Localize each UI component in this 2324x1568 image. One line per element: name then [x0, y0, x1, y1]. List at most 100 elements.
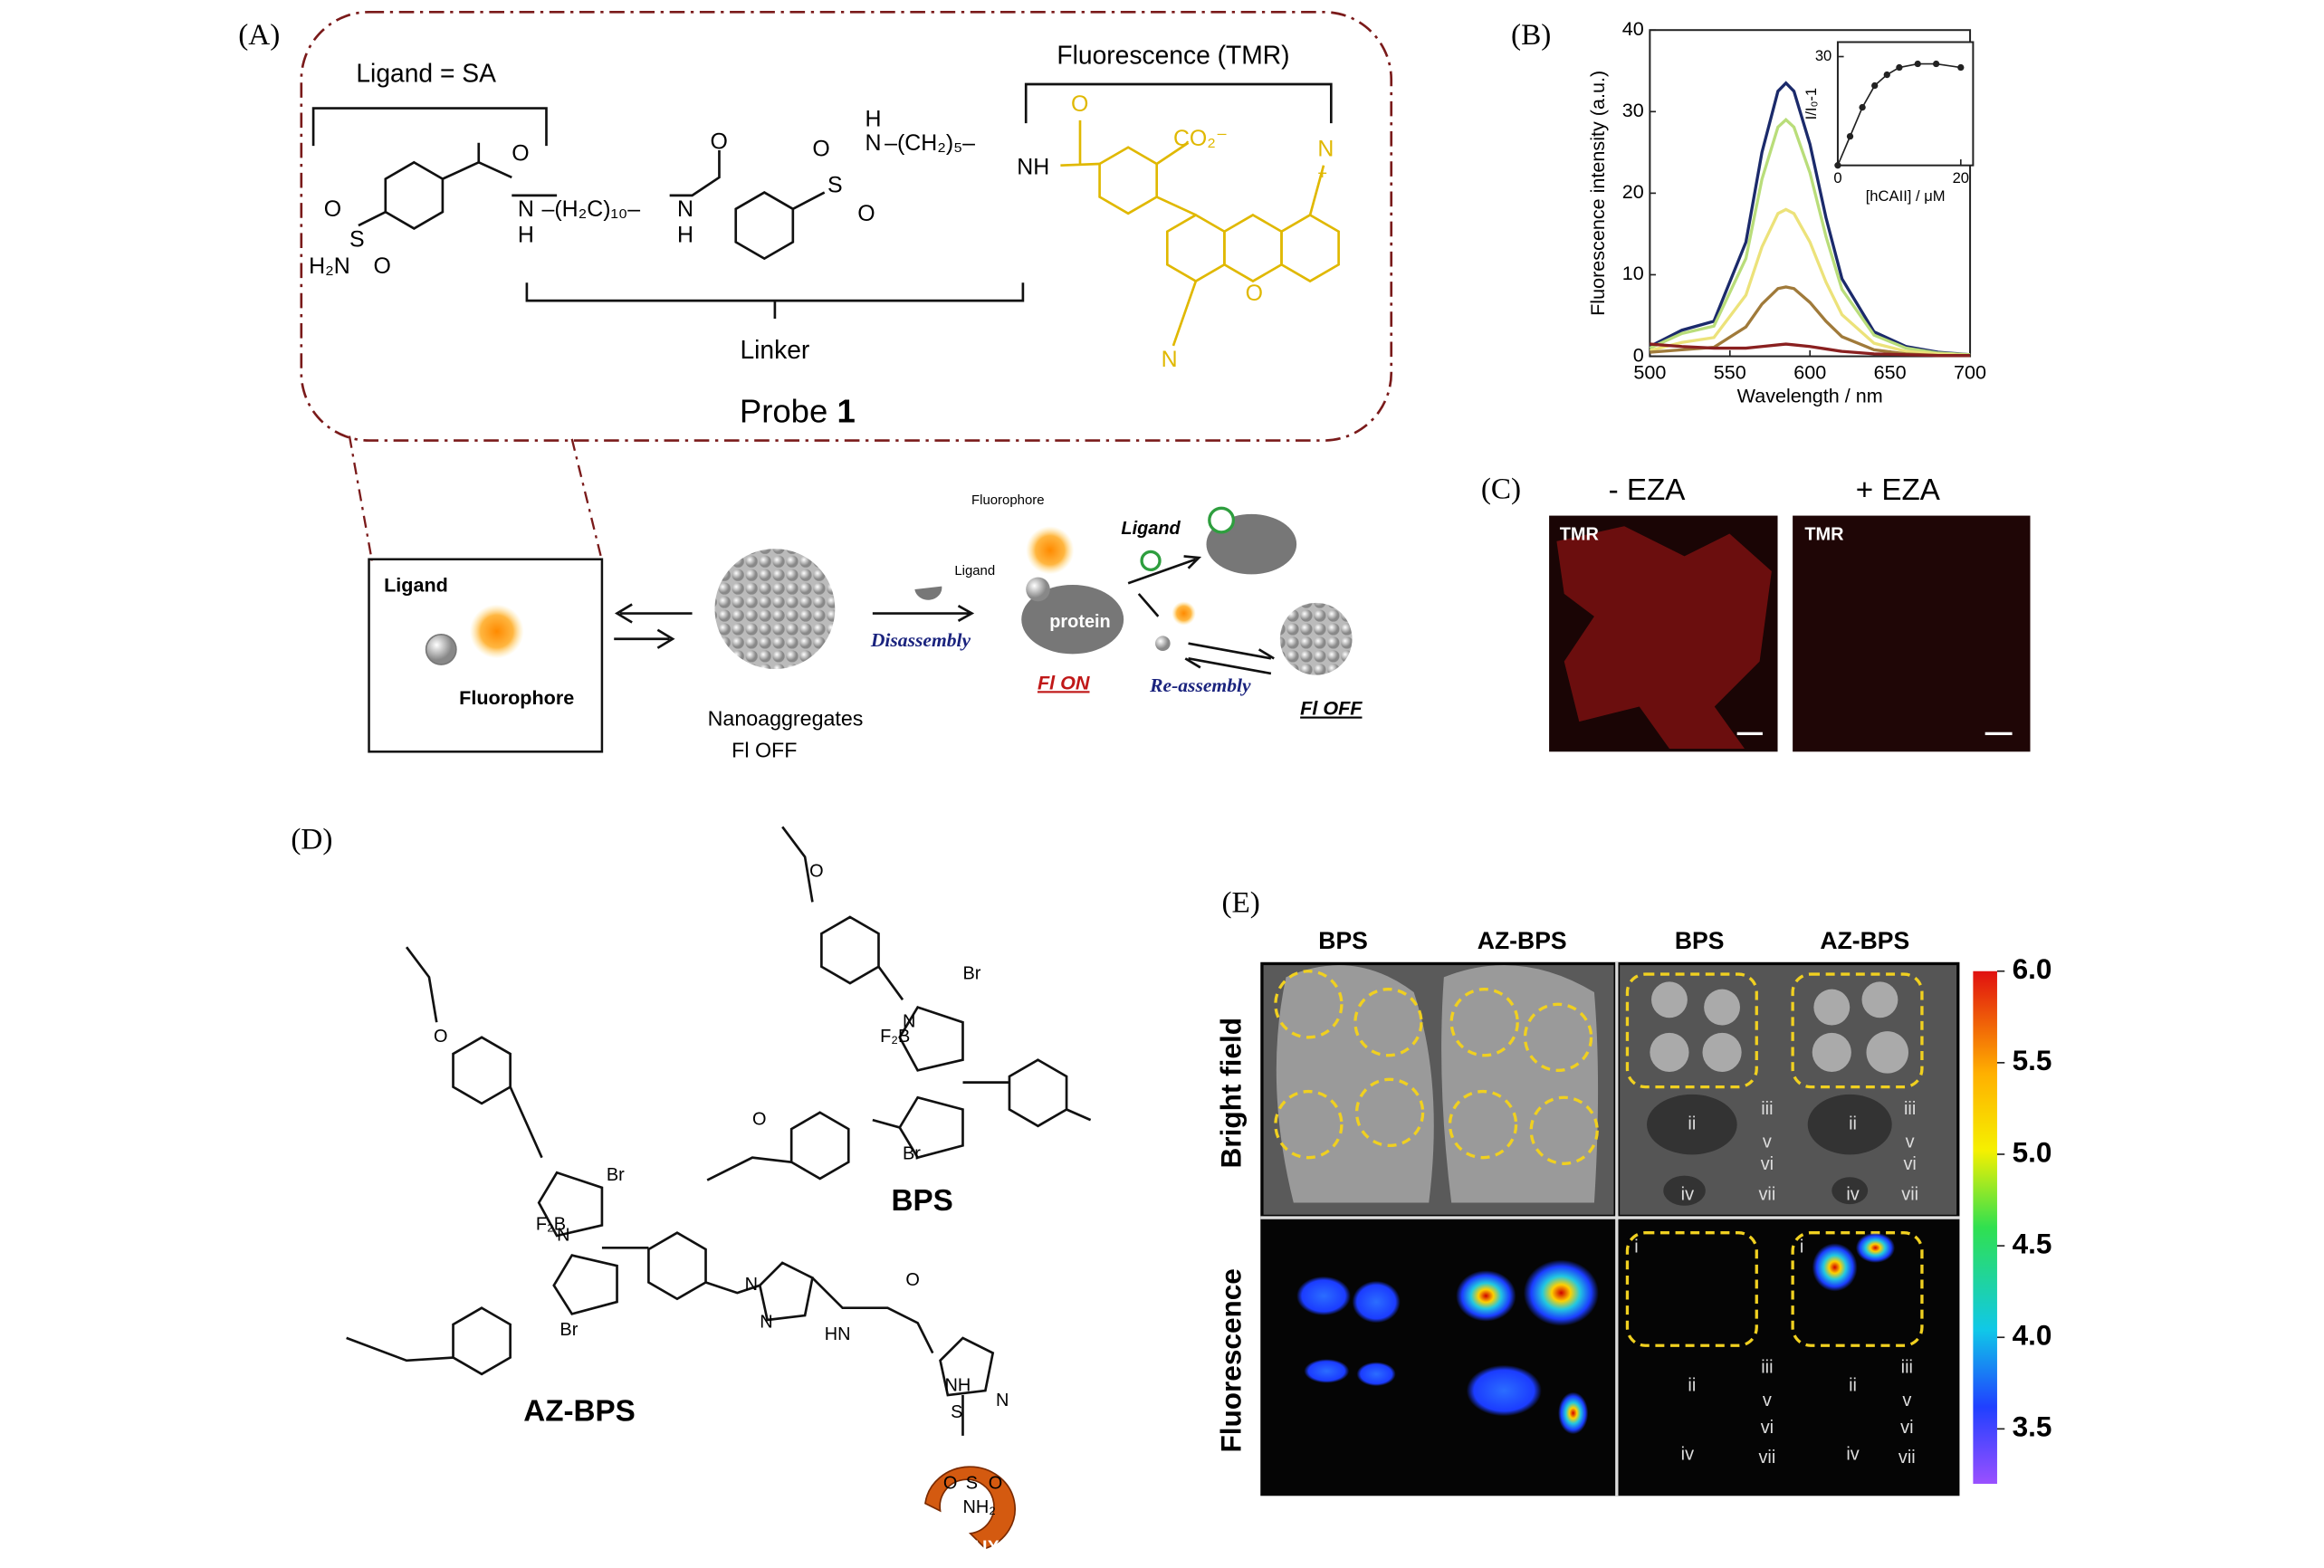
- y-tick-label: 30: [1815, 47, 1831, 64]
- zoom-line: [348, 435, 374, 561]
- linker-label: Linker: [740, 335, 809, 364]
- x-tick-label: 700: [1954, 361, 1986, 384]
- scheme-label: Fluorophore: [971, 492, 1045, 508]
- organ-label: v: [1906, 1132, 1915, 1152]
- nanoaggregate: [1279, 602, 1353, 675]
- channel-label: TMR: [1560, 524, 1599, 544]
- scheme-label: Fl OFF: [1300, 697, 1363, 720]
- bracket: [1024, 82, 1333, 124]
- data-point: [1957, 63, 1965, 72]
- column-header: AZ-BPS: [1820, 927, 1909, 954]
- organ-label: v: [1902, 1391, 1911, 1410]
- organ-label: vii: [1898, 1448, 1916, 1468]
- fluorophore: [1026, 526, 1075, 575]
- arrows: [614, 603, 693, 649]
- atom: N: [1317, 137, 1334, 162]
- ring: [452, 1306, 512, 1376]
- atom: S: [827, 172, 843, 197]
- panel-label: (A): [238, 18, 280, 52]
- atom: CO₂⁻: [1173, 126, 1228, 151]
- atom: O: [1071, 91, 1088, 117]
- series-line: [1649, 207, 1971, 358]
- organ-label: ii: [1849, 1375, 1857, 1395]
- column-headers: BPS AZ-BPS BPS AZ-BPS: [1318, 927, 1909, 954]
- x-axis-label: [hCAII] / μM: [1866, 187, 1946, 205]
- atom: N: [557, 1225, 569, 1245]
- organ-label: vi: [1761, 1418, 1774, 1438]
- organ-label: vii: [1901, 1184, 1918, 1204]
- bond: [346, 946, 964, 1436]
- y-tick-label: 20: [1622, 180, 1644, 203]
- atom: N: [996, 1391, 1009, 1410]
- data-point: [1914, 60, 1921, 68]
- atom: Br: [607, 1165, 625, 1185]
- atom: F₂B: [536, 1215, 566, 1235]
- scheme-label: protein: [1049, 612, 1110, 632]
- colorbar-tick-label: 5.0: [2013, 1135, 2052, 1168]
- x-tick-label: 650: [1874, 361, 1907, 384]
- organ-label: iv: [1681, 1184, 1694, 1204]
- atom: O: [989, 1473, 1002, 1493]
- x-tick-label: 600: [1793, 361, 1826, 384]
- atom: H₂N: [309, 253, 350, 279]
- atom: O: [752, 1109, 766, 1129]
- panel-label: (D): [291, 823, 332, 856]
- ring: [647, 1231, 707, 1301]
- organ-label: vi: [1903, 1154, 1916, 1174]
- atom: H: [866, 106, 882, 131]
- zoom-box: [300, 10, 1393, 442]
- probe-label: Probe 1: [740, 392, 856, 429]
- ring: [939, 1336, 995, 1397]
- ligand-ball: [1026, 577, 1050, 602]
- atom: N: [866, 130, 882, 156]
- organ-label: i: [1634, 1238, 1638, 1257]
- organ-label: vii: [1758, 1448, 1775, 1468]
- ring: [384, 160, 445, 230]
- scheme-label: Fluorophore: [459, 686, 574, 709]
- bond: [358, 142, 826, 227]
- x-axis-label: Wavelength / nm: [1737, 385, 1883, 407]
- scheme-label: Fl OFF: [732, 738, 797, 761]
- ring: [1098, 146, 1159, 215]
- row-header: Fluorescence: [1215, 1268, 1248, 1452]
- ligand-ball: [1208, 506, 1236, 534]
- protein-icon: [914, 586, 942, 600]
- colorbar-tick-label: 4.0: [2013, 1319, 2052, 1352]
- x-tick-label: 0: [1833, 169, 1841, 186]
- scheme-label: Fl ON: [1038, 671, 1090, 693]
- condition-title: - EZA: [1609, 473, 1687, 507]
- atom: S: [951, 1402, 962, 1422]
- atom: O: [434, 1027, 447, 1047]
- ring: [734, 191, 795, 261]
- colorbar-tick-label: 6.0: [2013, 952, 2052, 985]
- arrow: [872, 605, 975, 622]
- organ-label: iii: [1761, 1357, 1773, 1377]
- data-point: [1883, 71, 1890, 79]
- scheme-label: Ligand: [384, 573, 448, 596]
- caix-protein: [924, 1466, 1016, 1550]
- ring: [1008, 1058, 1068, 1128]
- atom: S: [966, 1473, 978, 1493]
- spectrum-chart: 500 550 600 650 700 0 10 20 30 40 Wavelength / nm F…: [1586, 17, 1986, 407]
- colorbar-tick-label: 3.5: [2013, 1410, 2052, 1443]
- atoms: Br F₂B N Br O O Br F₂B N Br O N N HN O N…: [434, 861, 1009, 1516]
- atom: O: [943, 1473, 957, 1493]
- cells: [1556, 526, 1772, 749]
- y-tick-label: 40: [1622, 17, 1644, 40]
- probe-box: [368, 558, 604, 753]
- panel-label: (E): [1221, 885, 1259, 919]
- series-line: [1649, 118, 1971, 357]
- organ-label: ii: [1688, 1375, 1696, 1395]
- x-tick-label: 500: [1633, 361, 1666, 384]
- azbps-structure: [346, 946, 1016, 1550]
- x-tick-label: 20: [1953, 169, 1969, 186]
- ring: [898, 1006, 964, 1072]
- colorbar-tick-label: 5.5: [2013, 1044, 2052, 1076]
- series-line: [1650, 285, 1971, 358]
- organ-label: vi: [1761, 1154, 1774, 1174]
- organ-label: ii: [1849, 1114, 1857, 1133]
- protein: [1021, 584, 1124, 655]
- y-axis-label: I/I₀-1: [1803, 88, 1820, 120]
- y-tick-label: 30: [1622, 99, 1644, 121]
- atom: N: [760, 1313, 772, 1333]
